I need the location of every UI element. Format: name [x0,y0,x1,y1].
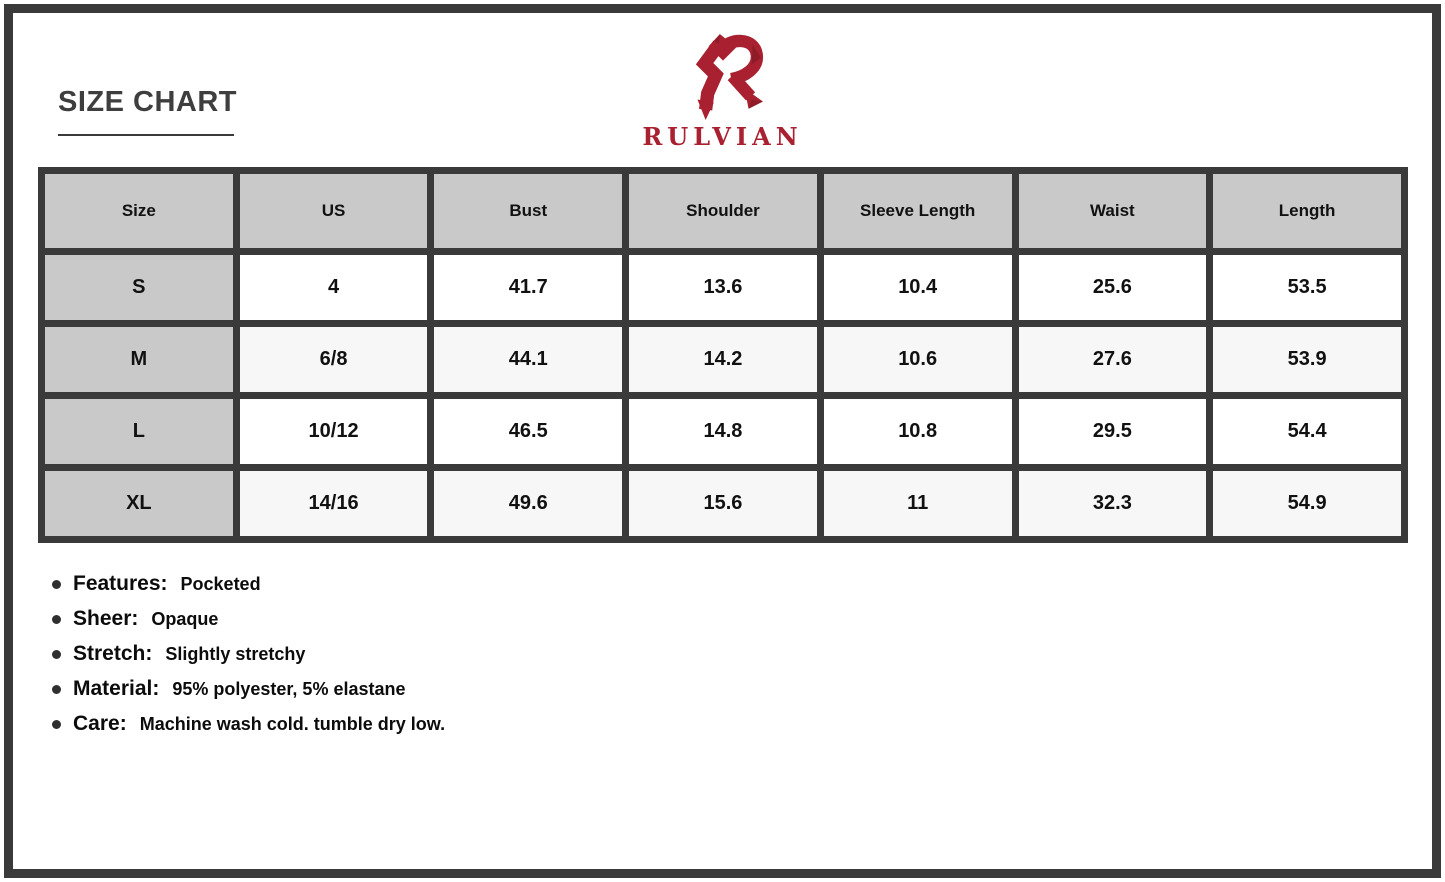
detail-label: Material: [73,677,160,700]
measurement-cell: 14.2 [629,327,817,392]
column-header: Waist [1018,174,1207,248]
measurement-cell: 25.6 [1018,255,1207,320]
column-header: Length [1213,174,1401,248]
title-underline [58,134,234,136]
bullet-icon [52,719,61,729]
bullet-icon [52,614,61,624]
measurement-cell: 41.7 [434,255,623,320]
brand-block: RULVIAN [0,30,1445,151]
page-title: SIZE CHART [58,86,237,118]
bullet-icon [52,649,61,659]
detail-value: Pocketed [180,574,261,594]
bullet-icon [52,579,61,589]
column-header: Bust [434,174,623,248]
details-list: Features: Pocketed Sheer: Opaque Stretch: Sli… [52,572,445,747]
measurement-cell: 53.9 [1213,327,1401,392]
detail-item: Sheer: Opaque [52,607,445,631]
brand-name: RULVIAN [642,122,803,151]
measurement-cell: 14/16 [239,471,428,536]
size-cell: L [45,399,233,464]
detail-label: Stretch: [73,642,153,665]
column-header: Size [45,174,233,248]
measurement-cell: 49.6 [434,471,623,536]
measurement-cell: 10.4 [823,255,1012,320]
size-cell: M [45,327,233,392]
detail-value: 95% polyester, 5% elastane [172,679,406,699]
measurement-cell: 10.6 [823,327,1012,392]
detail-item: Care: Machine wash cold. tumble dry low. [52,712,445,736]
measurement-cell: 11 [823,471,1012,536]
detail-item: Material: 95% polyester, 5% elastane [52,677,445,701]
table-header-row: Size US Bust Shoulder Sleeve Length Waist Leng… [45,174,1401,248]
detail-item: Stretch: Slightly stretchy [52,642,445,666]
measurement-cell: 29.5 [1018,399,1207,464]
table-row: S 4 41.7 13.6 10.4 25.6 53.5 [45,255,1401,320]
size-chart-table: Size US Bust Shoulder Sleeve Length Waist Leng… [38,167,1408,543]
detail-value: Opaque [151,609,219,629]
size-cell: XL [45,471,233,536]
detail-label: Sheer: [73,607,139,630]
column-header: Sleeve Length [823,174,1012,248]
table-row: M 6/8 44.1 14.2 10.6 27.6 53.9 [45,327,1401,392]
title-block: SIZE CHART [58,86,237,136]
detail-label: Features: [73,572,168,595]
measurement-cell: 13.6 [629,255,817,320]
measurement-cell: 46.5 [434,399,623,464]
detail-label: Care: [73,712,127,735]
measurement-cell: 6/8 [239,327,428,392]
measurement-cell: 53.5 [1213,255,1401,320]
measurement-cell: 14.8 [629,399,817,464]
measurement-cell: 4 [239,255,428,320]
measurement-cell: 54.9 [1213,471,1401,536]
measurement-cell: 32.3 [1018,471,1207,536]
detail-value: Slightly stretchy [165,644,306,664]
measurement-cell: 54.4 [1213,399,1401,464]
measurement-cell: 10/12 [239,399,428,464]
column-header: Shoulder [629,174,817,248]
table-row: L 10/12 46.5 14.8 10.8 29.5 54.4 [45,399,1401,464]
detail-item: Features: Pocketed [52,572,445,596]
measurement-cell: 27.6 [1018,327,1207,392]
measurement-cell: 15.6 [629,471,817,536]
bullet-icon [52,684,61,694]
measurement-cell: 44.1 [434,327,623,392]
size-cell: S [45,255,233,320]
table-row: XL 14/16 49.6 15.6 11 32.3 54.9 [45,471,1401,536]
measurement-cell: 10.8 [823,399,1012,464]
column-header: US [239,174,428,248]
detail-value: Machine wash cold. tumble dry low. [139,714,446,734]
brand-logo-icon [695,34,763,120]
